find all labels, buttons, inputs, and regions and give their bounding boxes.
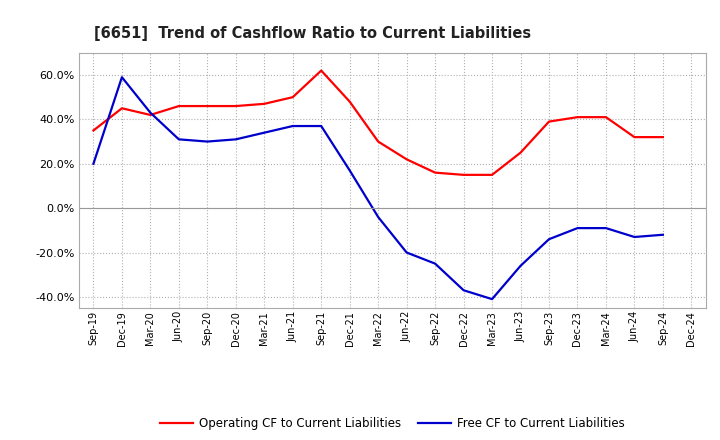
Operating CF to Current Liabilities xyxy=(146,112,155,117)
Free CF to Current Liabilities xyxy=(117,74,126,80)
Operating CF to Current Liabilities xyxy=(289,95,297,100)
Operating CF to Current Liabilities xyxy=(374,139,382,144)
Free CF to Current Liabilities xyxy=(260,130,269,136)
Free CF to Current Liabilities xyxy=(602,225,611,231)
Free CF to Current Liabilities xyxy=(232,137,240,142)
Free CF to Current Liabilities xyxy=(459,288,468,293)
Free CF to Current Liabilities xyxy=(516,263,525,268)
Operating CF to Current Liabilities xyxy=(232,103,240,109)
Operating CF to Current Liabilities xyxy=(659,135,667,140)
Free CF to Current Liabilities xyxy=(203,139,212,144)
Operating CF to Current Liabilities xyxy=(317,68,325,73)
Operating CF to Current Liabilities xyxy=(203,103,212,109)
Operating CF to Current Liabilities xyxy=(117,106,126,111)
Operating CF to Current Liabilities xyxy=(402,157,411,162)
Operating CF to Current Liabilities xyxy=(346,99,354,104)
Text: [6651]  Trend of Cashflow Ratio to Current Liabilities: [6651] Trend of Cashflow Ratio to Curren… xyxy=(94,26,531,41)
Free CF to Current Liabilities xyxy=(346,168,354,173)
Operating CF to Current Liabilities xyxy=(545,119,554,124)
Line: Free CF to Current Liabilities: Free CF to Current Liabilities xyxy=(94,77,663,299)
Operating CF to Current Liabilities xyxy=(260,101,269,106)
Operating CF to Current Liabilities xyxy=(630,135,639,140)
Free CF to Current Liabilities xyxy=(174,137,183,142)
Free CF to Current Liabilities xyxy=(431,261,439,266)
Free CF to Current Liabilities xyxy=(487,297,496,302)
Line: Operating CF to Current Liabilities: Operating CF to Current Liabilities xyxy=(94,70,663,175)
Free CF to Current Liabilities xyxy=(317,123,325,128)
Operating CF to Current Liabilities xyxy=(573,114,582,120)
Operating CF to Current Liabilities xyxy=(89,128,98,133)
Operating CF to Current Liabilities xyxy=(602,114,611,120)
Free CF to Current Liabilities xyxy=(289,123,297,128)
Operating CF to Current Liabilities xyxy=(516,150,525,155)
Free CF to Current Liabilities xyxy=(545,237,554,242)
Free CF to Current Liabilities xyxy=(659,232,667,238)
Legend: Operating CF to Current Liabilities, Free CF to Current Liabilities: Operating CF to Current Liabilities, Fre… xyxy=(155,412,630,435)
Free CF to Current Liabilities xyxy=(573,225,582,231)
Free CF to Current Liabilities xyxy=(402,250,411,255)
Operating CF to Current Liabilities xyxy=(431,170,439,175)
Free CF to Current Liabilities xyxy=(89,161,98,166)
Free CF to Current Liabilities xyxy=(630,235,639,240)
Operating CF to Current Liabilities xyxy=(174,103,183,109)
Free CF to Current Liabilities xyxy=(374,214,382,220)
Free CF to Current Liabilities xyxy=(146,110,155,115)
Operating CF to Current Liabilities xyxy=(487,172,496,177)
Operating CF to Current Liabilities xyxy=(459,172,468,177)
